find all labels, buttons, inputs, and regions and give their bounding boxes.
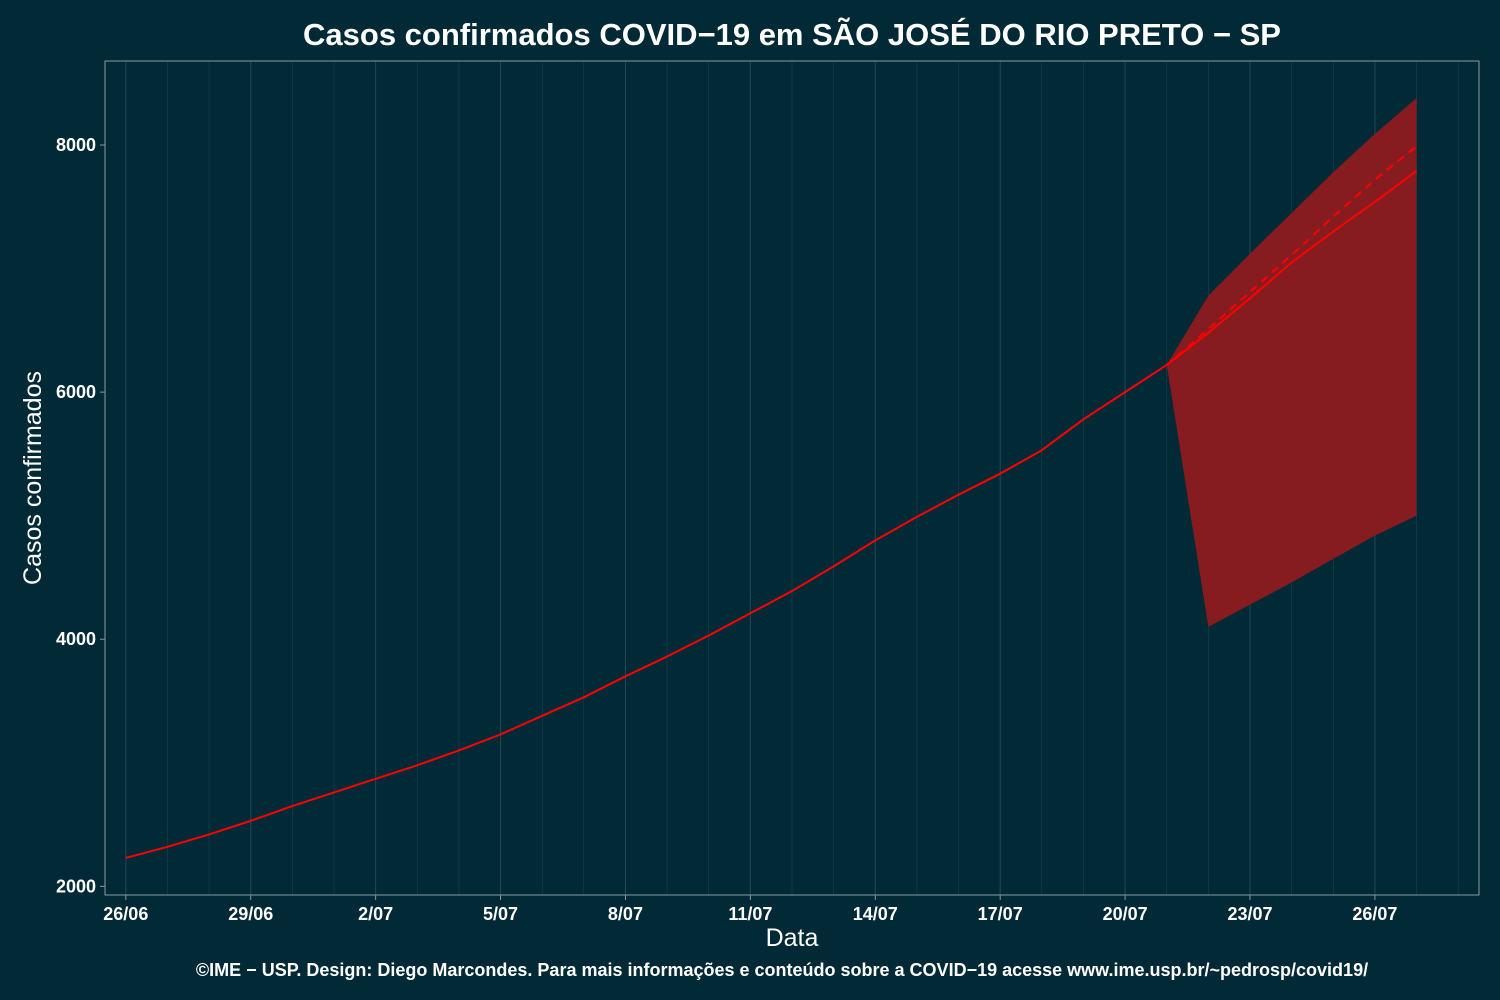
- x-tick-label: 14/07: [853, 904, 898, 924]
- forecast-line: [1166, 170, 1418, 366]
- x-axis: 26/06 29/06 2/07 5/07 8/07 11/07 14/07 17/07 20/…: [103, 895, 1397, 924]
- series-layer: [125, 145, 1418, 859]
- x-tick-label: 23/07: [1227, 904, 1272, 924]
- y-tick-label: 6000: [56, 382, 96, 402]
- x-tick-label: 26/07: [1352, 904, 1397, 924]
- x-tick-label: 8/07: [608, 904, 643, 924]
- y-tick-label: 4000: [56, 629, 96, 649]
- x-tick-label: 5/07: [483, 904, 518, 924]
- x-tick-label: 29/06: [228, 904, 273, 924]
- panel-border: [104, 60, 1480, 896]
- chart-title: Casos confirmados COVID−19 em SÃO JOSÉ D…: [303, 17, 1281, 52]
- observed-line: [125, 364, 1168, 859]
- x-tick-label: 11/07: [728, 904, 772, 924]
- prediction-band: [1166, 98, 1417, 627]
- x-tick-label: 20/07: [1103, 904, 1148, 924]
- x-tick-label: 17/07: [978, 904, 1023, 924]
- x-axis-label: Data: [766, 924, 819, 952]
- x-tick-label: 2/07: [358, 904, 393, 924]
- x-tick-label: 26/06: [103, 904, 148, 924]
- prediction-band-layer: [1166, 98, 1417, 627]
- caption: ©IME − USP. Design: Diego Marcondes. Par…: [196, 960, 1368, 980]
- y-axis-label: Casos confirmados: [19, 371, 47, 585]
- y-tick-label: 8000: [56, 135, 96, 155]
- y-tick-label: 2000: [56, 876, 96, 896]
- y-axis: 2000 4000 6000 8000: [56, 135, 105, 896]
